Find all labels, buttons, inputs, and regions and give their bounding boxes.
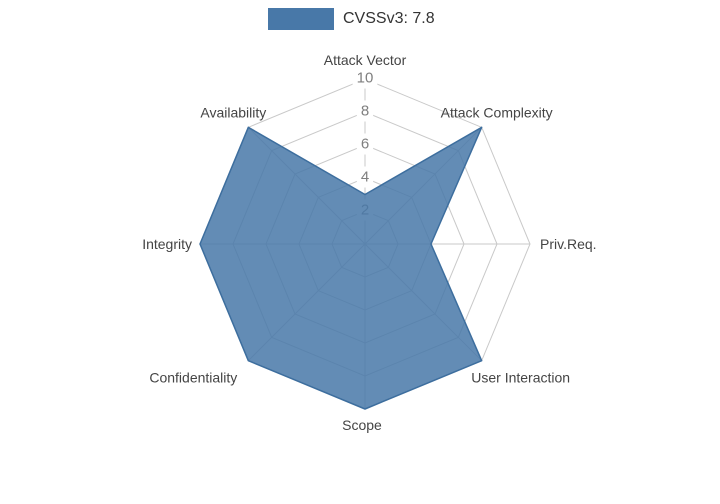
legend[interactable]: CVSSv3: 7.8 bbox=[268, 8, 435, 30]
tick-label-box bbox=[356, 166, 374, 188]
tick-label: 4 bbox=[356, 166, 374, 188]
axis-label: Priv.Req. bbox=[540, 236, 597, 252]
svg-text:8: 8 bbox=[361, 103, 369, 120]
tick-label-box bbox=[356, 100, 374, 122]
svg-text:4: 4 bbox=[361, 169, 369, 186]
tick-label: 8 bbox=[356, 100, 374, 122]
svg-text:6: 6 bbox=[361, 136, 369, 153]
tick-label: 10 bbox=[352, 67, 378, 89]
axis-label: Attack Vector bbox=[324, 52, 407, 68]
tick-label: 6 bbox=[356, 133, 374, 155]
axis-label: Integrity bbox=[142, 236, 192, 252]
legend-label: CVSSv3: 7.8 bbox=[343, 10, 435, 27]
axis-label: Attack Complexity bbox=[441, 104, 553, 120]
legend-swatch bbox=[268, 8, 334, 30]
tick-label-box bbox=[352, 67, 378, 89]
axis-label: Availability bbox=[200, 104, 266, 120]
series-polygon[interactable] bbox=[199, 126, 483, 410]
axis-label: User Interaction bbox=[471, 370, 570, 386]
tick-label-box bbox=[356, 133, 374, 155]
svg-text:10: 10 bbox=[357, 70, 374, 87]
axis-label: Confidentiality bbox=[149, 370, 237, 386]
axis-label: Scope bbox=[342, 417, 382, 433]
